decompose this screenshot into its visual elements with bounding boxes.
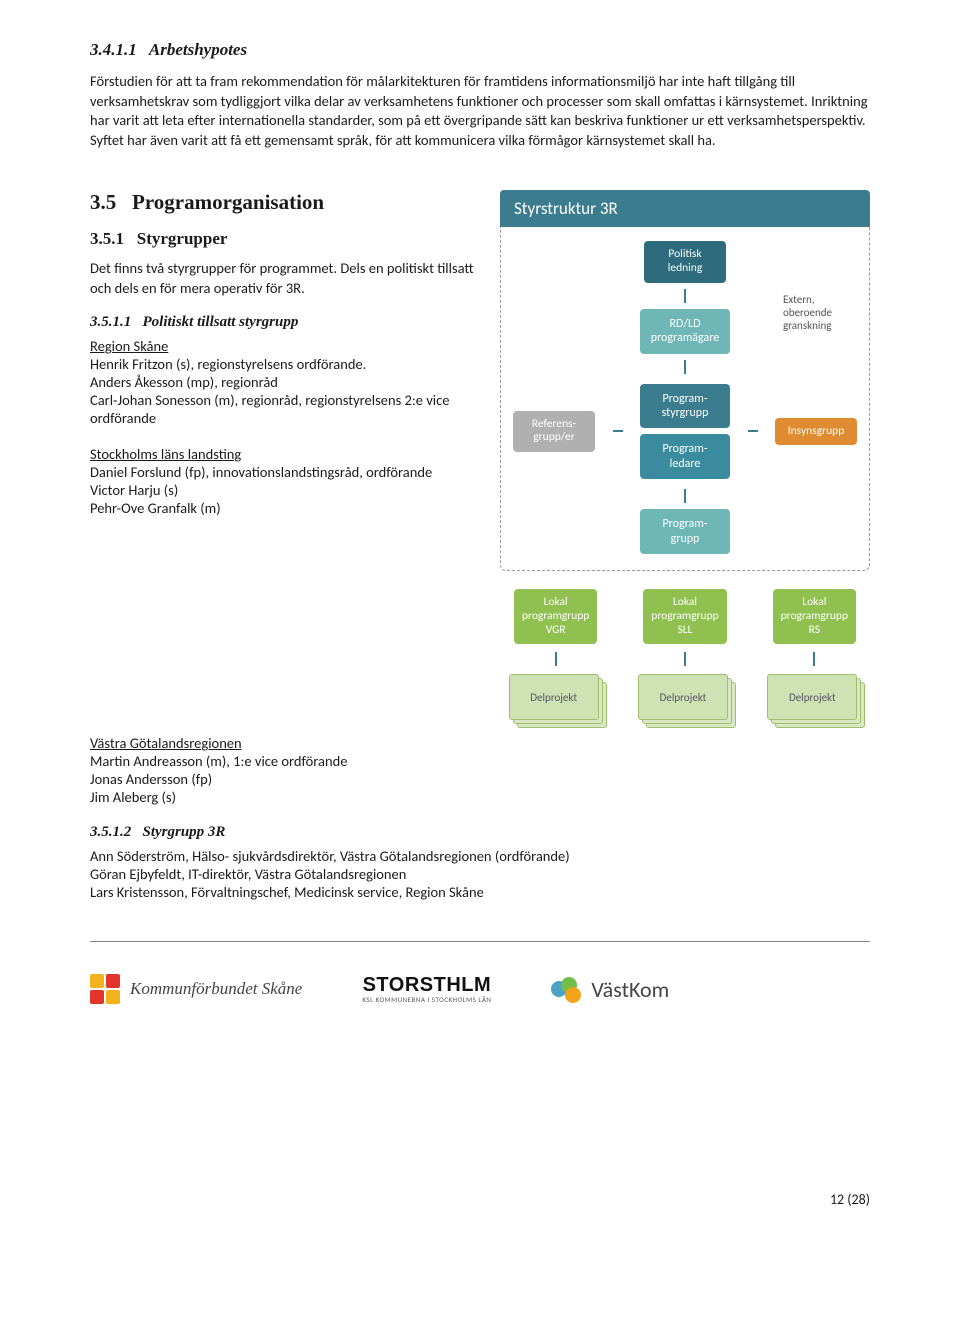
group-line: Daniel Forslund (fp), innovationslandsti… — [90, 463, 476, 481]
group-line: Martin Andreasson (m), 1:e vice ordföran… — [90, 752, 870, 770]
connector — [684, 360, 686, 374]
group-line: Anders Åkesson (mp), regionråd — [90, 373, 476, 391]
heading-number: 3.5.1.1 — [90, 314, 131, 330]
connector-h — [613, 430, 623, 432]
group-vastra-gotaland: Västra Götalandsregionen Martin Andreass… — [90, 734, 870, 806]
delprojekt-stack: Delprojekt — [638, 674, 732, 728]
connector — [684, 652, 686, 666]
footer-separator — [90, 941, 870, 964]
styrgrupp-3r-line: Göran Ejbyfeldt, IT-direktör, Västra Göt… — [90, 865, 870, 883]
styrstruktur-diagram: Styrstruktur 3R Extern, oberoende gransk… — [500, 190, 870, 728]
node-local-vgr: Lokal programgrupp VGR — [514, 589, 597, 644]
node-programstyrgrupp: Program- styrgrupp — [640, 384, 730, 429]
group-line: Henrik Fritzon (s), regionstyrelsens ord… — [90, 355, 476, 373]
connector — [813, 652, 815, 666]
heading-3-5: 3.5 Programorganisation — [90, 190, 476, 215]
group-heading: Region Skåne — [90, 337, 476, 355]
heading-title: Arbetshypotes — [149, 40, 247, 59]
group-line: Jonas Andersson (fp) — [90, 770, 870, 788]
page-number: 12 (28) — [830, 1191, 870, 1208]
local-cell-sll: Lokal programgrupp SLL Delprojekt — [629, 589, 740, 728]
heading-title: Programorganisation — [132, 190, 324, 214]
logo-subtext: KSL KOMMUNERNA I STOCKHOLMS LÄN — [362, 995, 491, 1004]
left-column: 3.5 Programorganisation 3.5.1 Styrgruppe… — [90, 190, 476, 535]
logo-storsthlm: STORSTHLM KSL KOMMUNERNA I STOCKHOLMS LÄ… — [362, 974, 491, 1004]
node-politisk-ledning: Politisk ledning — [644, 241, 726, 283]
node-delprojekt: Delprojekt — [638, 674, 728, 720]
local-cell-rs: Lokal programgrupp RS Delprojekt — [759, 589, 870, 728]
group-line: Carl-Johan Sonesson (m), regionråd, regi… — [90, 391, 476, 427]
footer-logos: Kommunförbundet Skåne STORSTHLM KSL KOMM… — [90, 974, 870, 1004]
node-insynsgrupp: Insynsgrupp — [775, 418, 857, 446]
connector — [555, 652, 557, 666]
logo-text: VästKom — [591, 976, 669, 1003]
two-column-layout: 3.5 Programorganisation 3.5.1 Styrgruppe… — [90, 190, 870, 728]
heading-number: 3.5.1 — [90, 229, 124, 248]
node-local-rs: Lokal programgrupp RS — [773, 589, 856, 644]
group-line: Pehr-Ove Granfalk (m) — [90, 499, 476, 517]
node-delprojekt: Delprojekt — [509, 674, 599, 720]
node-delprojekt: Delprojekt — [767, 674, 857, 720]
heading-3-5-1-1: 3.5.1.1 Politiskt tillsatt styrgrupp — [90, 314, 476, 331]
extern-label: Extern, oberoende granskning — [783, 293, 873, 332]
group-stockholm: Stockholms läns landsting Daniel Forslun… — [90, 445, 476, 517]
styrgrupp-3r-line: Ann Söderström, Hälso- sjukvårdsdirektör… — [90, 847, 870, 865]
ksk-icon — [90, 974, 120, 1004]
diagram-title: Styrstruktur 3R — [500, 190, 870, 227]
connector — [684, 489, 686, 503]
styrgrupp-3r-line: Lars Kristensson, Förvaltningschef, Medi… — [90, 883, 870, 901]
heading-3-5-1-2: 3.5.1.2 Styrgrupp 3R — [90, 824, 870, 841]
node-rdld: RD/LD programägare — [640, 309, 730, 354]
heading-number: 3.5.1.2 — [90, 824, 131, 840]
delprojekt-stack: Delprojekt — [509, 674, 603, 728]
logo-kommunforbundet-skane: Kommunförbundet Skåne — [90, 974, 302, 1004]
diagram-body: Extern, oberoende granskning Politisk le… — [500, 227, 870, 571]
heading-title: Styrgrupp 3R — [143, 824, 226, 840]
diagram-row-middle: Referens- grupp/er Program- styrgrupp Pr… — [513, 384, 857, 480]
node-referensgrupp: Referens- grupp/er — [513, 411, 595, 453]
paragraph-arbetshypotes: Förstudien för att ta fram rekommendatio… — [90, 72, 870, 150]
heading-title: Styrgrupper — [137, 229, 228, 248]
heading-title: Politiskt tillsatt styrgrupp — [143, 314, 299, 330]
node-programgrupp: Program- grupp — [640, 509, 730, 554]
heading-3-4-1-1: 3.4.1.1 Arbetshypotes — [90, 40, 870, 60]
diagram-local-row: Lokal programgrupp VGR Delprojekt Lokal … — [500, 589, 870, 728]
styrgrupper-intro: Det finns två styrgrupper för programmet… — [90, 259, 476, 298]
right-column: Styrstruktur 3R Extern, oberoende gransk… — [500, 190, 870, 728]
section-3-4-1-1: 3.4.1.1 Arbetshypotes Förstudien för att… — [90, 40, 870, 150]
group-region-skane: Region Skåne Henrik Fritzon (s), regions… — [90, 337, 476, 427]
vastkom-icon — [551, 977, 583, 1001]
connector-h — [748, 430, 758, 432]
heading-number: 3.5 — [90, 190, 116, 214]
diagram-center-stack: Politisk ledning RD/LD programägare Refe… — [513, 241, 857, 554]
heading-number: 3.4.1.1 — [90, 40, 137, 59]
group-heading: Stockholms läns landsting — [90, 445, 476, 463]
delprojekt-stack: Delprojekt — [767, 674, 861, 728]
logo-text: STORSTHLM — [362, 974, 491, 997]
group-line: Jim Aleberg (s) — [90, 788, 870, 806]
document-page: 3.4.1.1 Arbetshypotes Förstudien för att… — [0, 0, 960, 1240]
group-line: Victor Harju (s) — [90, 481, 476, 499]
connector — [684, 289, 686, 303]
group-heading: Västra Götalandsregionen — [90, 734, 870, 752]
node-local-sll: Lokal programgrupp SLL — [643, 589, 726, 644]
local-cell-vgr: Lokal programgrupp VGR Delprojekt — [500, 589, 611, 728]
heading-3-5-1: 3.5.1 Styrgrupper — [90, 229, 476, 249]
node-programledare: Program- ledare — [640, 434, 730, 479]
logo-vastkom: VästKom — [551, 976, 669, 1003]
logo-text: Kommunförbundet Skåne — [130, 979, 302, 999]
